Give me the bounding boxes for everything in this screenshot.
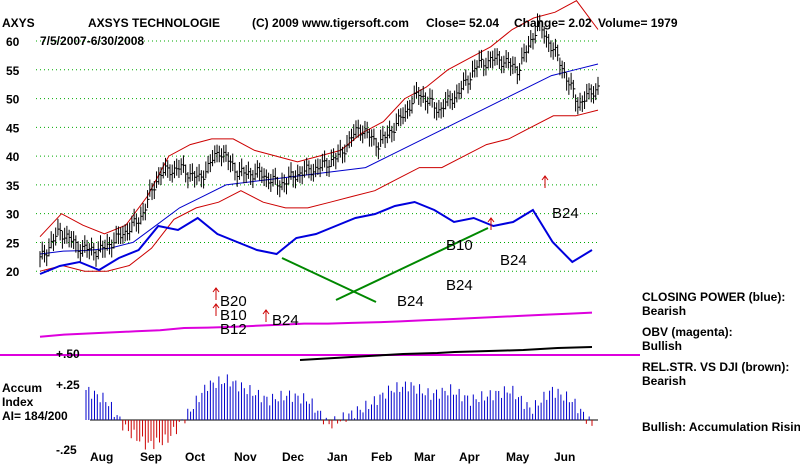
relstr-status: Bearish xyxy=(642,374,687,388)
signal-arrow-head xyxy=(212,303,220,309)
closing-power-line xyxy=(39,200,593,275)
signal-b24: B24 xyxy=(397,293,424,310)
x-tick-label-May: May xyxy=(506,450,530,464)
closing-power-status: Bearish xyxy=(642,304,687,318)
y-tick-label-35: 35 xyxy=(6,179,20,193)
x-tick-label-Nov: Nov xyxy=(234,450,257,464)
x-tick-label-Aug: Aug xyxy=(90,450,113,464)
accum-level-bottom: -.25 xyxy=(56,443,77,457)
accum-level-top: +.50 xyxy=(56,347,80,361)
copyright: (C) 2009 www.tigersoft.com xyxy=(252,16,409,30)
y-tick-label-45: 45 xyxy=(6,121,20,135)
signal-b24: B24 xyxy=(272,312,299,329)
signal-arrow-head xyxy=(262,309,270,315)
ma50-line xyxy=(39,63,599,255)
x-tick-label-Jan: Jan xyxy=(327,450,348,464)
accum-ai-value: AI= 184/200 xyxy=(2,409,68,423)
y-tick-label-60: 60 xyxy=(6,35,20,49)
accum-bars xyxy=(85,374,593,450)
bands xyxy=(39,0,599,272)
signal-arrow-head xyxy=(541,175,549,181)
x-axis-ticks: Aug Sep Oct Nov Dec Jan Feb Mar Apr May Jun xyxy=(90,450,575,464)
y-tick-label-20: 20 xyxy=(6,265,20,279)
price-bars xyxy=(39,13,600,268)
x-tick-label-Oct: Oct xyxy=(185,450,205,464)
y-tick-label-40: 40 xyxy=(6,150,20,164)
obv-label: OBV (magenta): xyxy=(642,325,733,339)
lower-indicators xyxy=(39,200,593,361)
x-tick-label-Sep: Sep xyxy=(140,450,162,464)
signal-b20: B20 xyxy=(220,293,247,310)
accum-level-mid: +.25 xyxy=(56,378,80,392)
signal-arrow-head xyxy=(212,287,220,293)
upper-band-line xyxy=(39,0,599,238)
ticker: AXYS xyxy=(2,16,35,30)
y-tick-label-50: 50 xyxy=(6,93,20,107)
y-tick-label-55: 55 xyxy=(6,64,20,78)
close-value: Close= 52.04 xyxy=(426,16,500,30)
y-tick-label-25: 25 xyxy=(6,236,20,250)
y-axis-ticks: 20 25 30 35 40 45 50 55 60 xyxy=(6,35,20,279)
accum-status: Bullish: Accumulation Rising xyxy=(642,420,800,434)
signal-arrow-head xyxy=(487,217,495,223)
change-value: Change= 2.02 xyxy=(514,16,592,30)
obv-line xyxy=(39,311,593,338)
x-tick-label-Feb: Feb xyxy=(371,450,392,464)
signal-b10: B10 xyxy=(446,237,473,254)
signal-b12: B12 xyxy=(220,321,247,338)
signal-b24: B24 xyxy=(446,277,473,294)
obv-status: Bullish xyxy=(642,339,683,353)
trendline-down xyxy=(281,257,377,303)
company-name: AXSYS TECHNOLOGIE xyxy=(88,16,221,30)
lower-band-line xyxy=(39,109,599,272)
closing-power-label: CLOSING POWER (blue): xyxy=(642,290,786,304)
accum-label-line1: Accum xyxy=(2,381,42,395)
relstr-line xyxy=(299,346,593,361)
x-tick-label-Mar: Mar xyxy=(414,450,436,464)
date-range: 7/5/2007-6/30/2008 xyxy=(40,34,145,48)
x-tick-label-Jun: Jun xyxy=(554,450,575,464)
x-tick-label-Apr: Apr xyxy=(459,450,480,464)
trendline-up xyxy=(335,227,489,301)
accum-label-line2: Index xyxy=(2,395,34,409)
relstr-label: REL.STR. VS DJI (brown): xyxy=(642,360,790,374)
x-tick-label-Dec: Dec xyxy=(282,450,304,464)
signal-b24: B24 xyxy=(500,252,527,269)
volume-value: Volume= 1979 xyxy=(598,16,678,30)
y-tick-label-30: 30 xyxy=(6,208,20,222)
signal-b10: B10 xyxy=(220,307,247,324)
signal-b24: B24 xyxy=(552,205,579,222)
